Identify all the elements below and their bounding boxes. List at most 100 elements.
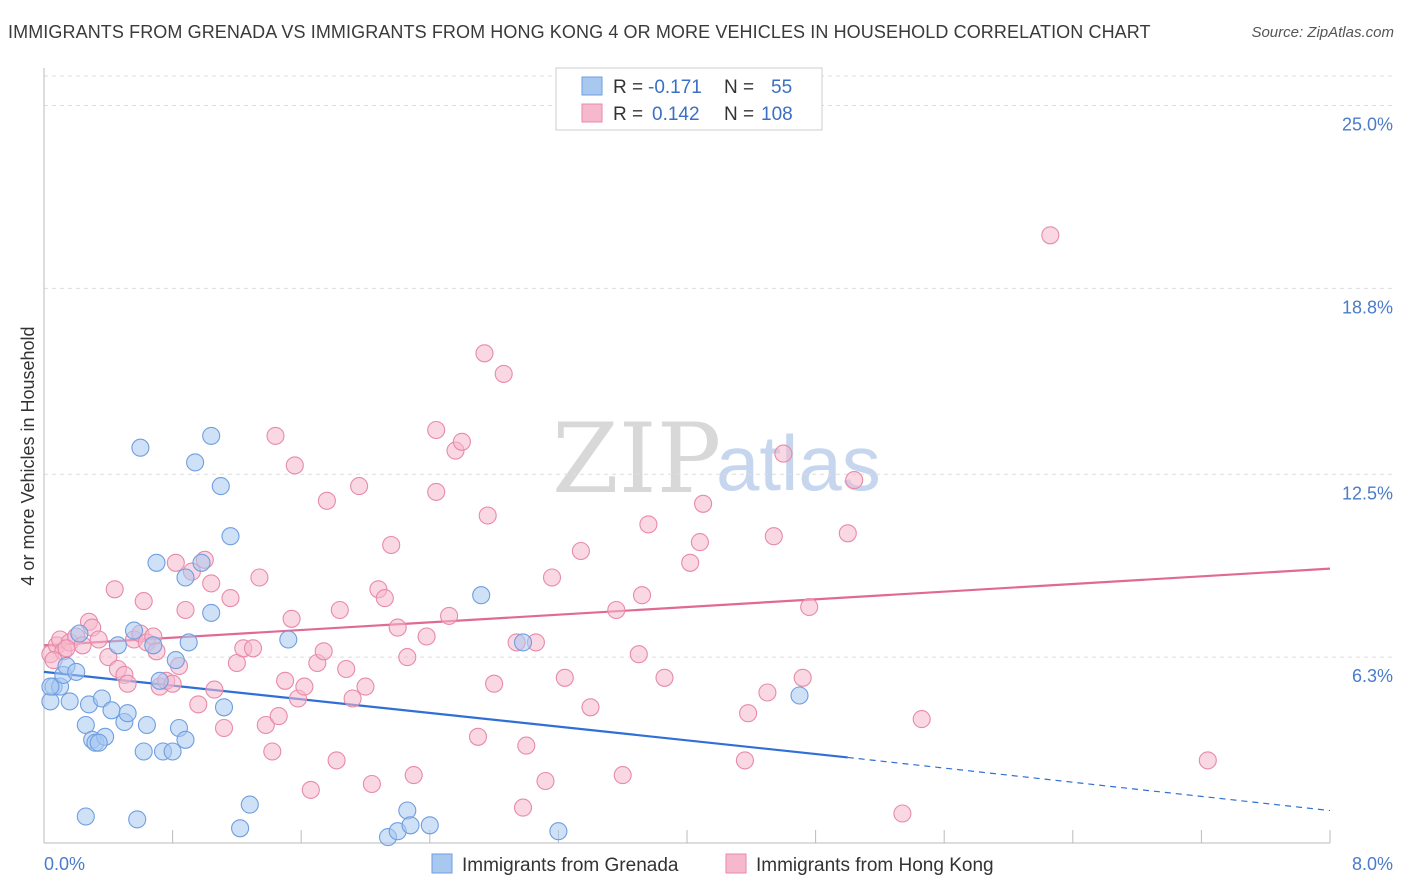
point-hongkong — [266, 426, 285, 445]
point-grenada — [60, 692, 79, 711]
point-grenada — [137, 715, 156, 735]
point-hongkong — [327, 751, 346, 770]
bottom-legend-swatch-grenada — [431, 853, 453, 874]
legend: R = -0.171 N = 55 R = 0.142 N = 108 — [555, 67, 823, 131]
point-hongkong — [494, 364, 513, 383]
point-hongkong — [57, 639, 76, 658]
watermark-zip: ZIP — [552, 403, 721, 515]
point-hongkong — [295, 677, 314, 696]
point-grenada — [186, 453, 205, 472]
y-tick-label: 18.8% — [1342, 297, 1393, 317]
point-grenada — [549, 822, 568, 841]
point-hongkong — [166, 553, 185, 572]
point-grenada — [67, 662, 86, 681]
legend-n-grenada: 55 — [771, 77, 792, 98]
point-hongkong — [613, 766, 632, 785]
point-hongkong — [542, 568, 562, 587]
y-tick-labels: 6.3% 12.5% 18.8% 25.0% — [1342, 115, 1393, 687]
point-hongkong — [202, 574, 221, 593]
bottom-legend-grenada: Immigrants from Grenada — [462, 855, 679, 876]
point-hongkong — [793, 668, 812, 687]
y-tick-label: 25.0% — [1342, 115, 1393, 135]
point-hongkong — [517, 736, 536, 755]
point-grenada — [76, 807, 95, 826]
point-hongkong — [176, 600, 195, 620]
trend-lines — [43, 567, 1331, 812]
point-grenada — [214, 698, 234, 717]
point-grenada — [420, 816, 439, 835]
point-hongkong — [536, 771, 555, 791]
point-grenada — [192, 553, 211, 572]
point-hongkong — [350, 477, 369, 496]
point-hongkong — [800, 597, 819, 617]
point-hongkong — [607, 600, 626, 620]
point-hongkong — [301, 780, 320, 799]
point-grenada — [513, 633, 533, 652]
point-hongkong — [337, 659, 356, 679]
point-grenada — [221, 527, 240, 546]
trend-hongkong — [43, 567, 1331, 647]
point-grenada — [202, 426, 221, 445]
point-hongkong — [189, 695, 208, 714]
point-hongkong — [404, 766, 423, 785]
point-hongkong — [475, 344, 494, 363]
x-tick-labels: 0.0% 8.0% — [44, 854, 1393, 874]
point-grenada — [231, 819, 250, 838]
point-grenada — [211, 477, 230, 496]
point-hongkong — [388, 618, 407, 637]
point-hongkong — [256, 715, 275, 735]
point-hongkong — [571, 541, 590, 561]
point-hongkong — [758, 683, 777, 702]
legend-n-label: N = — [724, 77, 754, 98]
point-hongkong — [764, 527, 783, 546]
point-grenada — [472, 586, 491, 605]
point-hongkong — [774, 444, 793, 463]
watermark-atlas: atlas — [716, 419, 881, 507]
legend-swatch-hongkong — [581, 103, 603, 123]
point-hongkong — [276, 671, 295, 690]
point-hongkong — [214, 718, 234, 738]
point-grenada — [790, 686, 809, 705]
y-axis-title: 4 or more Vehicles in Household — [18, 326, 38, 585]
point-grenada — [134, 742, 153, 761]
point-hongkong — [282, 609, 301, 628]
point-hongkong — [581, 698, 600, 717]
data-points — [41, 226, 1217, 847]
point-hongkong — [690, 533, 709, 552]
point-hongkong — [485, 674, 504, 693]
point-hongkong — [263, 742, 282, 761]
legend-n-label-2: N = — [724, 104, 754, 125]
point-grenada — [124, 621, 144, 640]
point-hongkong — [118, 674, 137, 693]
watermark: ZIP atlas — [552, 403, 881, 515]
point-hongkong — [243, 639, 263, 658]
point-grenada — [176, 730, 195, 749]
point-hongkong — [362, 774, 381, 794]
point-hongkong — [375, 589, 394, 608]
point-hongkong — [694, 494, 713, 513]
point-hongkong — [681, 553, 700, 572]
point-grenada — [398, 801, 417, 820]
point-grenada — [179, 633, 198, 652]
legend-r-label-2: R = — [613, 104, 643, 125]
point-hongkong — [330, 600, 349, 620]
point-hongkong — [478, 506, 497, 525]
point-hongkong — [285, 456, 304, 475]
point-grenada — [89, 733, 108, 752]
trend-grenada-extension — [847, 756, 1331, 812]
point-hongkong — [1198, 751, 1217, 770]
point-hongkong — [513, 798, 533, 817]
point-hongkong — [632, 586, 652, 605]
x-tick-label-min: 0.0% — [44, 854, 85, 874]
legend-r-hongkong: 0.142 — [652, 104, 700, 125]
y-tick-label: 12.5% — [1342, 483, 1393, 503]
point-hongkong — [417, 627, 436, 646]
legend-r-label: R = — [613, 77, 643, 98]
point-hongkong — [629, 645, 648, 664]
point-hongkong — [845, 471, 864, 490]
point-hongkong — [343, 689, 362, 708]
point-hongkong — [134, 592, 153, 611]
chart-title: IMMIGRANTS FROM GRENADA VS IMMIGRANTS FR… — [8, 22, 1151, 42]
point-grenada — [70, 624, 89, 643]
source-credit: Source: ZipAtlas.com — [1251, 24, 1394, 41]
